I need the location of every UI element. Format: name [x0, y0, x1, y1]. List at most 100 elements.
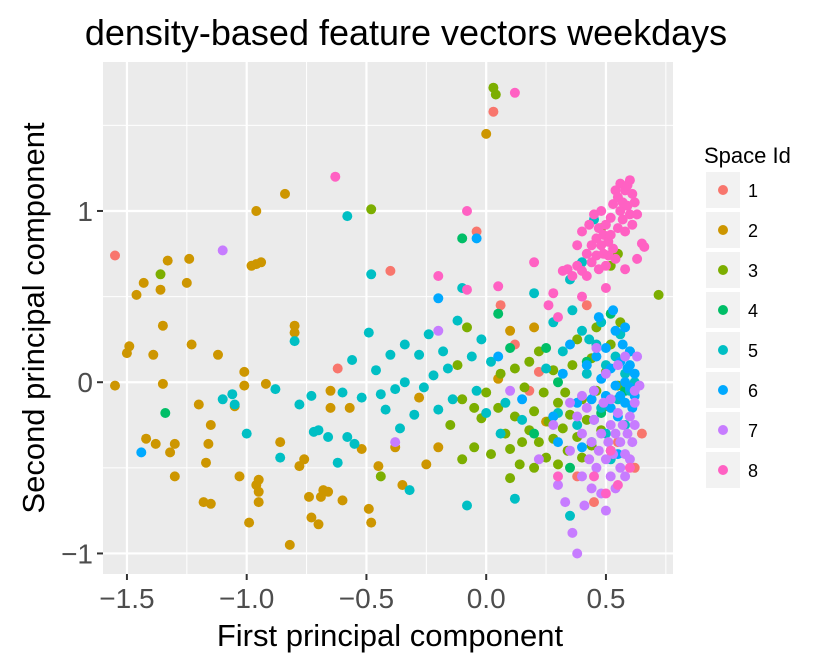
- data-point: [557, 423, 568, 434]
- data-point: [584, 219, 595, 230]
- data-point: [541, 343, 552, 353]
- data-point: [529, 322, 540, 333]
- data-point: [548, 420, 559, 430]
- data-point: [514, 459, 525, 470]
- data-point: [581, 360, 592, 371]
- data-point: [560, 497, 571, 508]
- data-point: [390, 437, 401, 448]
- data-point: [193, 399, 204, 410]
- data-point: [481, 408, 492, 418]
- data-point: [471, 226, 482, 237]
- data-point: [253, 486, 264, 497]
- data-point: [593, 445, 604, 456]
- data-point: [565, 397, 575, 408]
- data-point: [565, 462, 575, 473]
- data-point: [600, 343, 611, 353]
- data-point: [579, 500, 590, 511]
- data-point: [541, 363, 552, 374]
- y-tick-label: 1: [77, 196, 93, 227]
- data-point: [323, 432, 334, 442]
- data-point: [591, 462, 602, 473]
- data-point: [572, 411, 583, 422]
- data-point: [227, 389, 238, 400]
- data-point: [610, 428, 621, 439]
- data-point: [603, 437, 614, 448]
- data-point: [632, 351, 643, 362]
- data-point: [589, 497, 599, 508]
- data-point: [169, 471, 180, 482]
- data-point: [524, 356, 535, 367]
- data-point: [157, 320, 168, 331]
- data-point: [131, 289, 142, 300]
- legend-key-dot: [718, 425, 728, 435]
- data-point: [629, 368, 640, 379]
- data-point: [493, 402, 504, 413]
- data-point: [390, 384, 401, 395]
- data-point: [577, 428, 587, 439]
- data-point: [442, 363, 453, 374]
- data-point: [624, 462, 635, 473]
- data-point: [332, 457, 343, 468]
- data-point: [517, 437, 528, 448]
- data-point: [289, 336, 300, 347]
- x-axis-ticks: −1.5 −1.0 −0.5 0.0 0.5: [99, 574, 625, 614]
- data-point: [306, 390, 317, 401]
- data-point: [270, 384, 281, 395]
- data-point: [509, 363, 520, 374]
- data-point: [110, 380, 120, 391]
- data-point: [366, 517, 377, 528]
- data-point: [610, 325, 621, 336]
- data-point: [605, 420, 616, 430]
- data-point: [565, 510, 575, 521]
- data-point: [486, 356, 496, 367]
- data-point: [560, 387, 571, 398]
- data-point: [414, 392, 425, 403]
- data-point: [533, 454, 544, 465]
- data-point: [505, 444, 516, 454]
- data-point: [332, 363, 343, 374]
- y-axis-ticks: −1 0 1: [61, 196, 103, 569]
- data-point: [627, 437, 638, 448]
- data-point: [605, 394, 616, 405]
- data-point: [205, 420, 216, 430]
- legend-label: 6: [748, 381, 758, 401]
- legend-label: 1: [748, 181, 758, 201]
- data-point: [629, 420, 640, 430]
- data-point: [493, 308, 504, 319]
- data-point: [605, 471, 616, 482]
- data-point: [342, 211, 353, 222]
- data-point: [553, 459, 563, 470]
- data-point: [629, 397, 640, 408]
- data-point: [385, 265, 396, 276]
- data-point: [529, 288, 540, 299]
- x-axis-title: First principal component: [217, 618, 564, 653]
- data-point: [505, 325, 516, 336]
- data-point: [217, 245, 228, 256]
- data-point: [572, 420, 583, 430]
- data-point: [344, 402, 355, 413]
- data-point: [356, 444, 367, 454]
- data-point: [275, 437, 286, 448]
- legend-key-dot: [718, 225, 728, 235]
- data-point: [548, 288, 559, 299]
- data-point: [433, 404, 444, 415]
- data-point: [466, 351, 477, 362]
- x-tick-label: −0.5: [339, 583, 394, 614]
- data-point: [600, 505, 611, 516]
- data-point: [421, 459, 432, 470]
- data-point: [289, 327, 300, 338]
- data-point: [323, 486, 334, 497]
- data-point: [505, 343, 516, 353]
- data-point: [457, 233, 468, 244]
- data-point: [620, 264, 631, 275]
- data-point: [433, 442, 444, 453]
- data-point: [605, 402, 616, 413]
- x-tick-label: −1.0: [219, 583, 274, 614]
- data-point: [600, 368, 611, 379]
- data-point: [632, 209, 643, 220]
- data-point: [462, 284, 472, 295]
- data-point: [205, 498, 216, 509]
- data-point: [493, 351, 504, 362]
- data-point: [136, 447, 147, 458]
